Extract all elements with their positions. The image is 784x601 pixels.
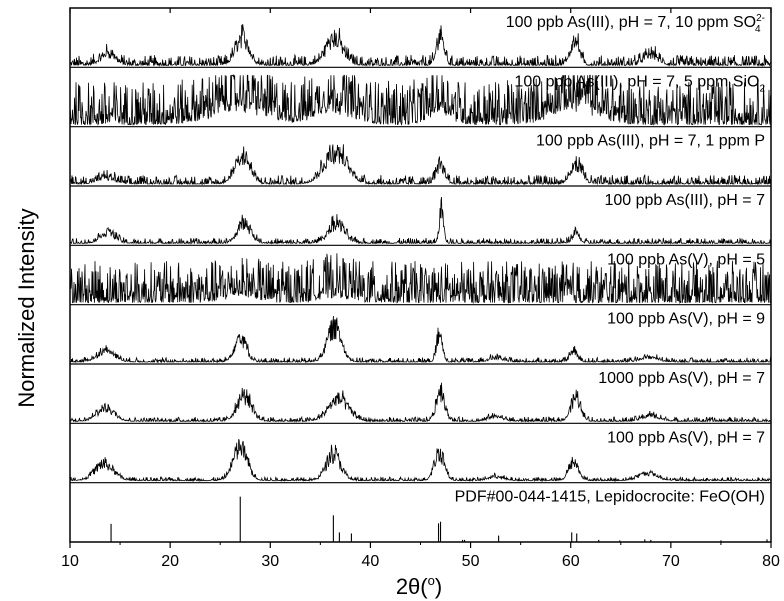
reference-panel: PDF#00-044-1415, Lepidocrocite: FeO(OH) — [110, 489, 768, 542]
panel-3: 100 ppb As(III), pH = 7, 1 ppm P — [69, 133, 772, 186]
series-line-4 — [69, 196, 772, 245]
x-tick-label-40: 40 — [362, 553, 380, 570]
series-line-1 — [69, 24, 772, 67]
x-tick-label-80: 80 — [762, 553, 780, 570]
x-tick-label-20: 20 — [161, 553, 179, 570]
panel-5: 100 ppb As(V), pH = 5 — [69, 251, 772, 305]
x-tick-label-10: 10 — [61, 553, 79, 570]
x-tick-label-70: 70 — [662, 553, 680, 570]
panel-label-8: 100 ppb As(V), pH = 7 — [607, 429, 765, 446]
panel-4: 100 ppb As(III), pH = 7 — [69, 192, 772, 245]
y-axis-label: Normalized Intensity — [14, 208, 39, 407]
x-tick-label-50: 50 — [462, 553, 480, 570]
panel-8: 100 ppb As(V), pH = 7 — [69, 429, 772, 483]
panel-label-7: 1000 ppb As(V), pH = 7 — [598, 370, 765, 387]
panels-layer: 100 ppb As(III), pH = 7, 10 ppm SO2-4 100… — [69, 13, 772, 542]
series-line-2 — [69, 74, 772, 126]
series-line-6 — [69, 315, 772, 364]
panel-7: 1000 ppb As(V), pH = 7 — [69, 370, 772, 423]
panel-label-3: 100 ppb As(III), pH = 7, 1 ppm P — [536, 133, 765, 150]
series-line-7 — [69, 382, 772, 423]
panel-label-1: 100 ppb As(III), pH = 7, 10 ppm SO2-4 — [506, 13, 765, 35]
panel-label-4: 100 ppb As(III), pH = 7 — [604, 192, 765, 209]
x-tick-label-30: 30 — [261, 553, 279, 570]
series-line-5 — [69, 253, 772, 305]
panel-6: 100 ppb As(V), pH = 9 — [69, 311, 772, 364]
panel-label-2: 100 ppb As(III), pH = 7, 5 ppm SiO2 — [514, 73, 765, 94]
panel-1: 100 ppb As(III), pH = 7, 10 ppm SO2-4 — [69, 13, 772, 67]
x-tick-label-60: 60 — [562, 553, 580, 570]
series-line-3 — [69, 144, 772, 186]
series-line-8 — [69, 438, 772, 483]
panel-label-6: 100 ppb As(V), pH = 9 — [607, 311, 765, 328]
reference-label: PDF#00-044-1415, Lepidocrocite: FeO(OH) — [455, 489, 765, 506]
x-axis-label: 2θ(o) — [396, 573, 442, 599]
axes-layer: 10 20 30 40 50 60 70 80 — [61, 7, 780, 570]
panel-2: 100 ppb As(III), pH = 7, 5 ppm SiO2 — [69, 73, 772, 126]
panel-label-5: 100 ppb As(V), pH = 5 — [607, 251, 765, 268]
